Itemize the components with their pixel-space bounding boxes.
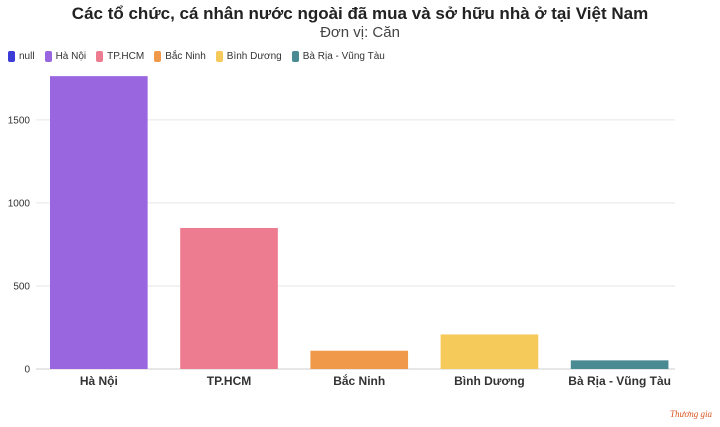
legend-item[interactable]: null: [8, 51, 35, 62]
bar[interactable]: [50, 76, 148, 369]
watermark-logo: Thương gia: [670, 409, 712, 419]
legend-label: Bình Dương: [226, 51, 282, 62]
legend-swatch: [8, 51, 15, 62]
legend-swatch: [96, 51, 104, 62]
bar[interactable]: [310, 350, 409, 369]
x-category-label: TP.HCM: [207, 374, 251, 388]
chart-subtitle: Đơn vị: Căn: [320, 24, 400, 41]
y-tick-label: 0: [24, 365, 30, 376]
legend-label: Hà Nội: [55, 51, 87, 62]
legend-label: TP.HCM: [107, 51, 145, 62]
legend-item[interactable]: Bình Dương: [215, 51, 282, 62]
legend-item[interactable]: Bắc Ninh: [154, 51, 206, 62]
y-tick-label: 500: [13, 281, 30, 292]
x-category-label: Bình Dương: [454, 374, 525, 388]
y-tick-label: 1500: [8, 115, 31, 126]
legend-item[interactable]: Hà Nội: [44, 51, 87, 62]
legend-item[interactable]: TP.HCM: [96, 51, 144, 62]
bar[interactable]: [180, 227, 278, 369]
x-category-label: Bắc Ninh: [333, 373, 385, 388]
legend-label: Bà Rịa - Vũng Tàu: [302, 51, 385, 62]
legend-swatch: [44, 51, 52, 62]
bar[interactable]: [570, 360, 669, 369]
chart-legend: null Hà Nội TP.HCM Bắc Ninh Bình Dương Bà Rịa…: [8, 51, 385, 62]
legend-swatch: [154, 51, 162, 62]
chart-title: Các tổ chức, cá nhân nước ngoài đã mua v…: [71, 4, 649, 23]
legend-label: null: [19, 51, 35, 62]
x-category-label: Bà Rịa - Vũng Tàu: [568, 374, 671, 388]
x-category-label: Hà Nội: [80, 374, 118, 388]
legend-swatch: [291, 51, 299, 62]
legend-swatch: [215, 51, 223, 62]
bar[interactable]: [440, 334, 539, 369]
y-tick-label: 1000: [8, 198, 31, 209]
legend-item[interactable]: Bà Rịa - Vũng Tàu: [291, 51, 385, 62]
legend-label: Bắc Ninh: [165, 51, 206, 62]
